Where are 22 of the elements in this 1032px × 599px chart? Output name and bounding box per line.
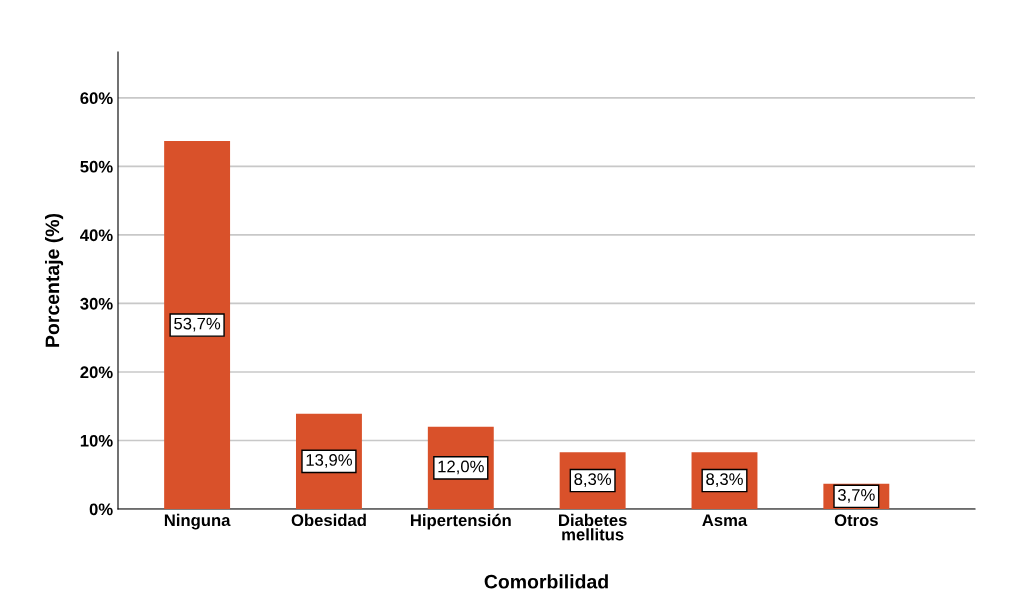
y-tick-label: 60% [80,92,113,105]
data-label: 3,7% [837,489,875,503]
x-axis-title: Comorbilidad [484,574,608,589]
data-label: 12,0% [438,460,484,475]
data-label: 8,3% [574,473,612,488]
y-tick-label: 40% [80,229,113,242]
x-tick-label: Otros [834,514,878,527]
x-tick-label: Ninguna [164,513,231,530]
x-tick-label: Asma [702,514,748,527]
data-label: 53,7% [174,317,221,332]
y-tick-label: 10% [80,434,113,447]
y-tick-label: 20% [80,366,113,379]
x-tick-label: Obesidad [291,513,366,527]
data-label: 13,9% [306,454,352,468]
y-tick-label: 30% [80,297,113,310]
y-tick-label: 0% [89,503,113,516]
y-axis-title: Porcentaje (%) [44,213,64,347]
x-tick-label: Diabetes mellitus [559,513,627,541]
bar [164,141,231,509]
x-tick-label: Hipertensión [410,513,511,530]
y-tick-label: 50% [80,160,113,173]
data-label: 8,3% [706,473,743,488]
